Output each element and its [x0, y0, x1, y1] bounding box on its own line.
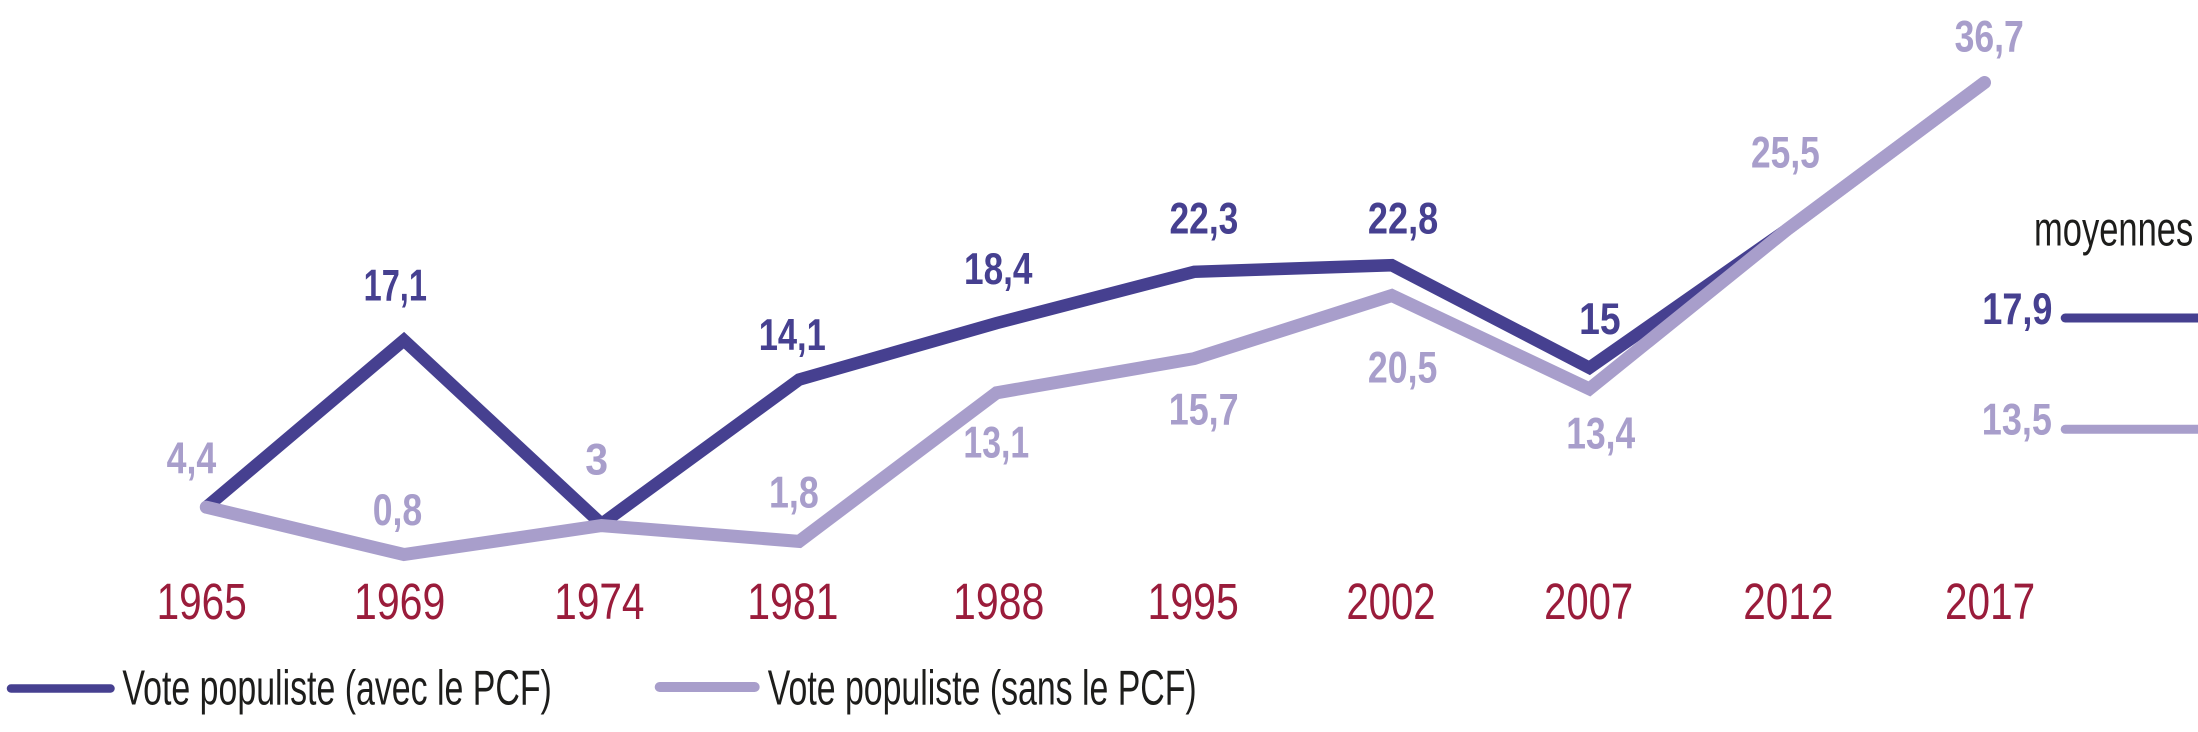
svg-text:15: 15: [1579, 294, 1620, 344]
svg-text:17,9: 17,9: [1982, 283, 2052, 334]
svg-text:14,1: 14,1: [759, 311, 826, 360]
svg-text:1969: 1969: [354, 573, 445, 630]
svg-text:0,8: 0,8: [373, 485, 423, 535]
svg-text:2002: 2002: [1346, 572, 1435, 630]
svg-text:moyennes: moyennes: [2034, 202, 2193, 256]
svg-text:3: 3: [585, 435, 608, 485]
svg-text:18,4: 18,4: [964, 245, 1033, 294]
svg-text:15,7: 15,7: [1169, 384, 1239, 435]
svg-text:20,5: 20,5: [1368, 342, 1437, 393]
svg-text:25,5: 25,5: [1751, 128, 1820, 178]
svg-text:Vote populiste (sans le PCF): Vote populiste (sans le PCF): [768, 660, 1197, 715]
svg-text:2017: 2017: [1945, 572, 2035, 630]
svg-text:4,4: 4,4: [167, 433, 217, 484]
svg-text:1,8: 1,8: [769, 467, 819, 518]
svg-text:1965: 1965: [157, 572, 247, 630]
svg-text:1981: 1981: [747, 573, 838, 630]
svg-text:13,1: 13,1: [963, 418, 1029, 468]
svg-text:36,7: 36,7: [1955, 12, 2024, 62]
svg-text:1974: 1974: [554, 572, 644, 630]
svg-text:17,1: 17,1: [364, 262, 427, 311]
svg-text:Vote populiste (avec le PCF): Vote populiste (avec le PCF): [122, 660, 551, 715]
svg-text:13,4: 13,4: [1566, 409, 1635, 459]
svg-text:13,5: 13,5: [1982, 394, 2052, 445]
svg-text:1988: 1988: [953, 573, 1044, 630]
svg-text:22,8: 22,8: [1368, 193, 1438, 244]
svg-text:2007: 2007: [1544, 572, 1633, 630]
svg-text:22,3: 22,3: [1170, 194, 1239, 244]
svg-text:1995: 1995: [1148, 573, 1239, 630]
svg-text:2012: 2012: [1743, 572, 1833, 630]
